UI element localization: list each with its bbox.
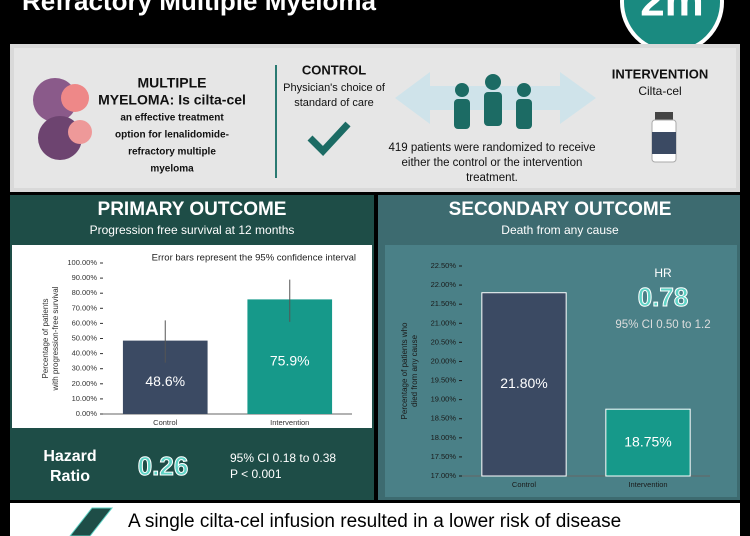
- bar-value-label: 18.75%: [624, 433, 671, 449]
- y-tick-label: 20.50%: [431, 337, 457, 346]
- y-tick-label: 21.00%: [431, 318, 457, 327]
- footer-band: [10, 503, 740, 536]
- bar-value-label: 48.6%: [145, 373, 185, 389]
- y-tick-label: 22.50%: [431, 261, 457, 270]
- bar: [481, 292, 567, 477]
- y-axis-label: Percentage of patientswith progression-f…: [41, 286, 60, 391]
- x-tick-label: Control: [153, 418, 178, 427]
- footer-icon: [69, 507, 114, 536]
- bar-value-label: 21.80%: [500, 375, 547, 391]
- y-axis-label: Percentage of patients whodied from any …: [400, 322, 419, 420]
- control-text: Physician's choice of: [283, 82, 386, 94]
- question-line: an effective treatment: [120, 113, 224, 124]
- hr-value: 0.26: [138, 451, 189, 481]
- bar-value-label: 75.9%: [270, 352, 310, 368]
- y-tick-label: 30.00%: [72, 364, 98, 373]
- y-tick-label: 20.00%: [431, 356, 457, 365]
- panel-subtitle: Progression free survival at 12 months: [90, 223, 295, 237]
- x-tick-label: Intervention: [628, 480, 667, 489]
- hr-value: 0.78: [638, 282, 689, 312]
- randomized-text: treatment.: [466, 172, 518, 184]
- y-tick-label: 21.50%: [431, 299, 457, 308]
- y-tick-label: 70.00%: [72, 303, 98, 312]
- p-value: P < 0.001: [230, 467, 282, 481]
- study-inner: [14, 48, 736, 188]
- question-line: MYELOMA: Is cilta-cel: [98, 92, 246, 108]
- bar: [605, 408, 691, 477]
- hr-ci: 95% CI 0.18 to 0.38: [230, 451, 336, 465]
- vial-icon: [651, 112, 677, 163]
- hr-label: HR: [654, 266, 672, 280]
- control-title: CONTROL: [302, 62, 366, 77]
- y-tick-label: 19.50%: [431, 376, 457, 385]
- y-tick-label: 18.00%: [431, 433, 457, 442]
- logo-text: 2m: [640, 0, 704, 26]
- panel-title: SECONDARY OUTCOME: [449, 199, 672, 220]
- y-tick-label: 50.00%: [72, 333, 98, 342]
- question-line: MULTIPLE: [138, 75, 207, 91]
- y-tick-label: 40.00%: [72, 349, 98, 358]
- y-tick-label: 90.00%: [72, 273, 98, 282]
- y-tick-label: 17.00%: [431, 471, 457, 480]
- question-line: myeloma: [150, 164, 194, 175]
- y-tick-label: 100.00%: [67, 258, 97, 267]
- panel-title: PRIMARY OUTCOME: [98, 199, 287, 220]
- question-line: option for lenalidomide-: [115, 130, 229, 141]
- intervention-title: INTERVENTION: [612, 66, 709, 81]
- randomized-text: either the control or the intervention: [402, 157, 583, 169]
- y-tick-label: 19.00%: [431, 395, 457, 404]
- y-tick-label: 20.00%: [72, 379, 98, 388]
- y-tick-label: 22.00%: [431, 280, 457, 289]
- y-tick-label: 18.50%: [431, 414, 457, 423]
- people-icon: [454, 74, 532, 129]
- intervention-text: Cilta-cel: [638, 84, 681, 98]
- y-tick-label: 0.00%: [76, 409, 98, 418]
- hr-label: Hazard Ratio: [43, 448, 96, 485]
- question-line: refractory multiple: [128, 147, 216, 158]
- y-tick-label: 17.50%: [431, 452, 457, 461]
- randomized-text: 419 patients were randomized to receive: [388, 142, 595, 154]
- control-text: standard of care: [294, 97, 374, 109]
- cell-icon: [33, 78, 92, 160]
- annotation: Error bars represent the 95% confidence …: [152, 253, 356, 264]
- y-tick-label: 10.00%: [72, 394, 98, 403]
- y-tick-label: 80.00%: [72, 288, 98, 297]
- y-tick-label: 60.00%: [72, 318, 98, 327]
- x-tick-label: Intervention: [270, 418, 309, 427]
- panel-subtitle: Death from any cause: [501, 223, 619, 237]
- x-tick-label: Control: [512, 480, 537, 489]
- footer-text: A single cilta-cel infusion resulted in …: [128, 511, 621, 532]
- title: Refractory Multiple Myeloma: [22, 0, 377, 16]
- check-icon: [307, 121, 351, 157]
- hr-ci: 95% CI 0.50 to 1.2: [615, 319, 710, 331]
